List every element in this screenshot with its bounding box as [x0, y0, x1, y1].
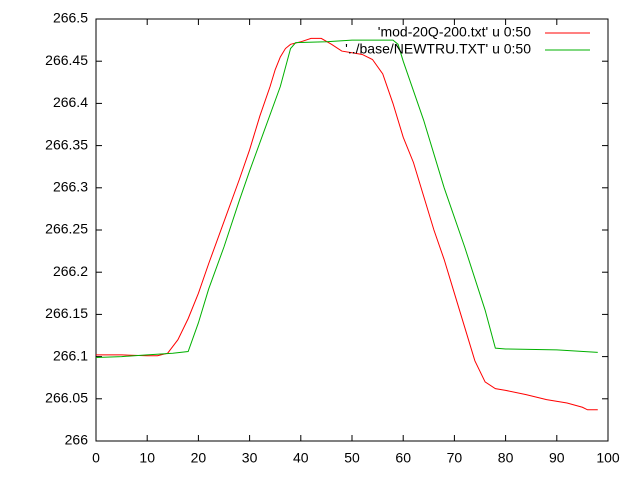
y-tick-label: 266.3: [53, 179, 88, 195]
plot-border: [95, 18, 609, 442]
series-line: [96, 37, 598, 411]
y-tick-label: 266.25: [45, 221, 88, 237]
y-tick-label: 266.2: [53, 263, 88, 279]
legend-label: '../base/NEWTRU.TXT' u 0:50: [345, 41, 531, 57]
y-tick-label: 266.05: [45, 390, 88, 406]
x-tick-label: 40: [293, 450, 309, 466]
y-tick-label: 266.15: [45, 305, 88, 321]
x-tick-label: 10: [139, 450, 155, 466]
x-tick-label: 30: [242, 450, 258, 466]
x-tick-label: 100: [596, 450, 620, 466]
series-line: [95, 39, 598, 358]
y-tick-label: 266.5: [53, 10, 88, 26]
x-tick-label: 90: [549, 450, 565, 466]
x-tick-label: 70: [447, 450, 463, 466]
x-tick-label: 0: [92, 450, 100, 466]
y-tick-label: 266: [65, 432, 89, 448]
x-tick-label: 50: [344, 450, 360, 466]
x-tick-label: 60: [395, 450, 411, 466]
legend-label: 'mod-20Q-200.txt' u 0:50: [378, 24, 531, 40]
x-tick-label: 80: [498, 450, 514, 466]
y-tick-label: 266.4: [53, 94, 88, 110]
y-tick-label: 266.35: [45, 136, 88, 152]
x-tick-label: 20: [191, 450, 207, 466]
y-tick-label: 266.1: [53, 347, 88, 363]
y-tick-label: 266.45: [45, 52, 88, 68]
